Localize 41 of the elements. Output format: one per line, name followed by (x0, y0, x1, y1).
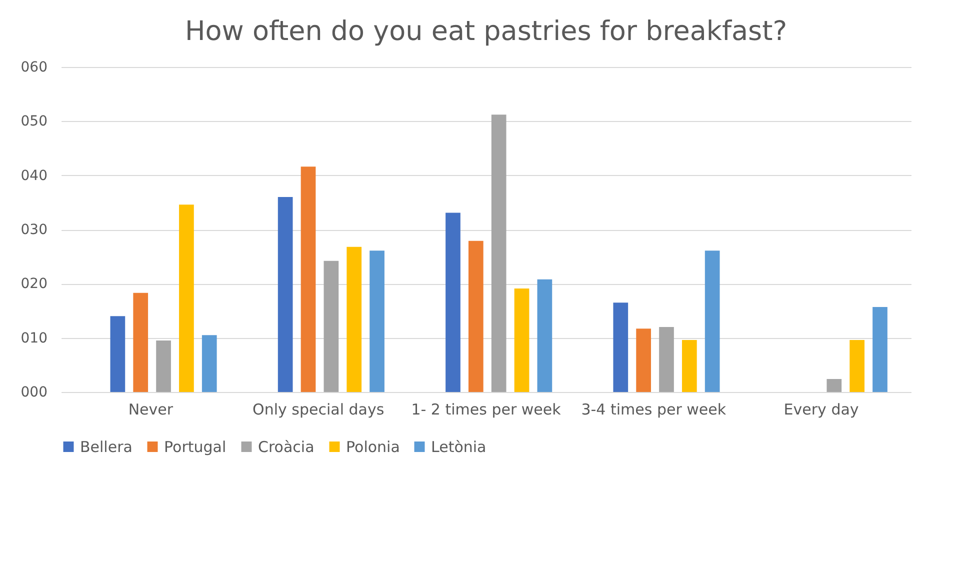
chart-title: How often do you eat pastries for breakfast? (184, 16, 788, 47)
legend-label: Bellera (80, 438, 132, 456)
bar (537, 279, 552, 392)
bar (826, 379, 842, 392)
bar (179, 204, 194, 392)
bar (370, 250, 384, 392)
legend-label: Croàcia (258, 438, 314, 456)
bar (202, 335, 217, 392)
bar (468, 240, 484, 392)
y-tick-label: 060 (20, 60, 48, 76)
bar (613, 302, 628, 392)
bar (110, 316, 126, 392)
bar (446, 212, 460, 392)
x-tick-label: Never (128, 400, 174, 418)
bar (659, 327, 674, 392)
bar (636, 328, 651, 392)
x-tick-label: Every day (784, 400, 859, 418)
bar (278, 197, 293, 392)
bar (346, 246, 362, 392)
x-tick-label: 3-4 times per week (581, 400, 726, 418)
x-tick-label: Only special days (252, 400, 384, 418)
bar (872, 306, 888, 392)
y-tick-label: 020 (20, 276, 48, 292)
y-tick-label: 030 (20, 222, 48, 238)
bar (682, 340, 697, 392)
y-tick-label: 050 (20, 114, 48, 130)
y-tick-label: 000 (20, 384, 48, 400)
bar (850, 340, 864, 392)
bar (133, 292, 148, 392)
bar (300, 166, 316, 392)
bar (514, 288, 530, 392)
y-tick-label: 010 (20, 330, 48, 346)
legend-label: Polonia (346, 438, 400, 456)
y-tick-label: 040 (20, 168, 48, 184)
bar (704, 250, 720, 392)
legend-label: Portugal (164, 438, 226, 456)
bar (324, 260, 339, 392)
legend-label: Letònia (431, 438, 486, 456)
bar (491, 114, 506, 392)
x-tick-label: 1- 2 times per week (411, 400, 562, 418)
bar (156, 340, 171, 392)
